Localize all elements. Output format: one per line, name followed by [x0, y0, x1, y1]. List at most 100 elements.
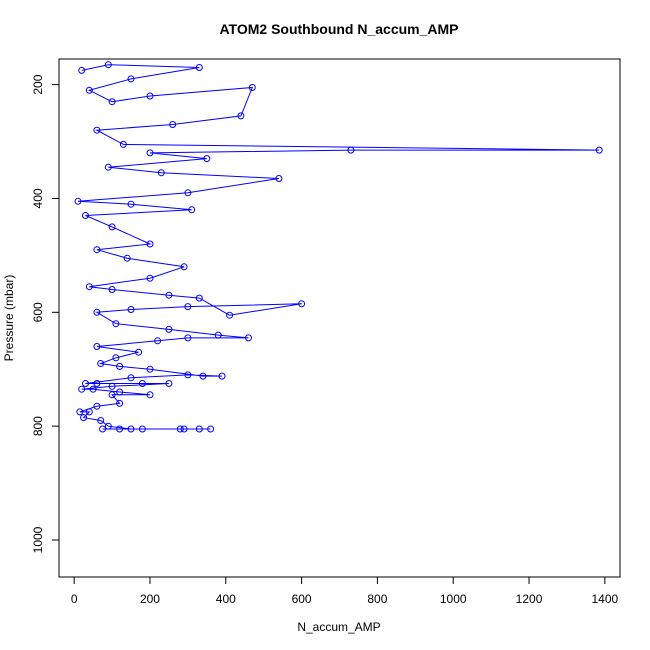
- data-point: [203, 155, 211, 163]
- data-point: [112, 320, 120, 328]
- data-point: [85, 283, 93, 291]
- y-axis-label: Pressure (mbar): [2, 275, 16, 362]
- chart-title: ATOM2 Southbound N_accum_AMP: [219, 21, 458, 37]
- data-point: [180, 263, 188, 271]
- data-point: [108, 98, 116, 106]
- data-point: [195, 425, 203, 433]
- data-point: [97, 360, 105, 367]
- y-tick-label: 400: [31, 188, 45, 208]
- data-point: [146, 240, 154, 248]
- x-tick-label: 0: [71, 592, 78, 606]
- data-point: [116, 399, 124, 407]
- data-point: [112, 354, 120, 362]
- data-point: [138, 425, 146, 433]
- data-point: [248, 84, 256, 91]
- data-point: [119, 140, 127, 148]
- data-point: [214, 331, 222, 339]
- x-axis: 0 200 400 600 800 1000 1200 1400: [71, 576, 619, 606]
- data-point: [595, 146, 603, 154]
- data-point: [85, 408, 93, 416]
- data-point: [154, 337, 162, 345]
- x-axis-label: N_accum_AMP: [297, 620, 380, 634]
- data-point: [146, 149, 154, 157]
- data-point: [347, 146, 355, 154]
- data-point: [116, 388, 124, 396]
- data-point: [82, 212, 89, 219]
- data-point: [93, 343, 101, 350]
- data-point: [138, 380, 146, 387]
- data-point: [116, 362, 124, 370]
- data-point: [218, 372, 226, 380]
- data-point: [169, 121, 177, 128]
- x-tick-label: 200: [140, 592, 160, 606]
- x-tick-label: 600: [292, 592, 312, 606]
- x-tick-label: 800: [367, 592, 387, 606]
- data-point: [93, 246, 101, 254]
- data-point: [99, 425, 107, 433]
- data-point: [184, 303, 192, 311]
- data-point: [184, 334, 192, 342]
- data-point: [93, 126, 101, 134]
- data-point: [226, 311, 234, 319]
- data-point: [127, 306, 135, 313]
- data-point: [93, 402, 101, 410]
- series-line: [77, 64, 600, 430]
- data-point: [176, 425, 184, 433]
- data-point: [80, 414, 88, 422]
- data-point: [97, 417, 105, 424]
- data-point: [108, 286, 116, 293]
- y-axis: 200 400 600 800 1000: [31, 74, 60, 553]
- data-point: [104, 61, 112, 69]
- data-point: [180, 425, 188, 433]
- data-point: [207, 425, 215, 433]
- plot-frame: [58, 58, 621, 578]
- data-point: [108, 223, 116, 231]
- data-point: [82, 380, 89, 387]
- data-point: [116, 425, 124, 433]
- data-point: [135, 348, 143, 356]
- y-tick-label: 800: [31, 416, 45, 436]
- data-point: [127, 200, 135, 208]
- data-point: [93, 308, 101, 316]
- data-point: [298, 300, 306, 308]
- data-point: [78, 66, 86, 74]
- data-point: [93, 380, 101, 387]
- data-point: [74, 197, 82, 205]
- x-tick-label: 400: [216, 592, 236, 606]
- y-tick-label: 600: [31, 302, 45, 322]
- data-point: [195, 64, 203, 71]
- data-point: [78, 385, 86, 393]
- data-point: [104, 422, 112, 430]
- x-tick-label: 1200: [516, 592, 543, 606]
- data-point: [123, 254, 131, 262]
- data-point: [108, 391, 116, 399]
- data-point: [184, 189, 192, 197]
- data-point: [146, 92, 154, 100]
- data-point: [157, 169, 165, 177]
- data-point: [108, 382, 116, 390]
- data-point: [237, 112, 245, 120]
- x-tick-label: 1000: [440, 592, 467, 606]
- data-point: [146, 391, 154, 399]
- data-point: [127, 425, 135, 433]
- series-group: [74, 61, 603, 433]
- data-point: [245, 334, 252, 342]
- plot-area: [74, 61, 603, 433]
- data-point: [165, 325, 173, 333]
- data-point: [146, 274, 154, 282]
- data-point: [89, 385, 97, 393]
- data-point: [146, 365, 154, 373]
- data-point: [127, 75, 135, 83]
- data-point: [85, 86, 93, 94]
- y-tick-label: 1000: [31, 526, 45, 553]
- data-point: [184, 371, 192, 379]
- data-point: [104, 163, 112, 171]
- data-point: [199, 372, 207, 380]
- data-point: [188, 206, 196, 214]
- data-point: [165, 291, 173, 299]
- data-point: [165, 380, 173, 387]
- x-tick-label: 1400: [591, 592, 618, 606]
- data-point: [275, 175, 283, 182]
- data-point: [76, 408, 84, 416]
